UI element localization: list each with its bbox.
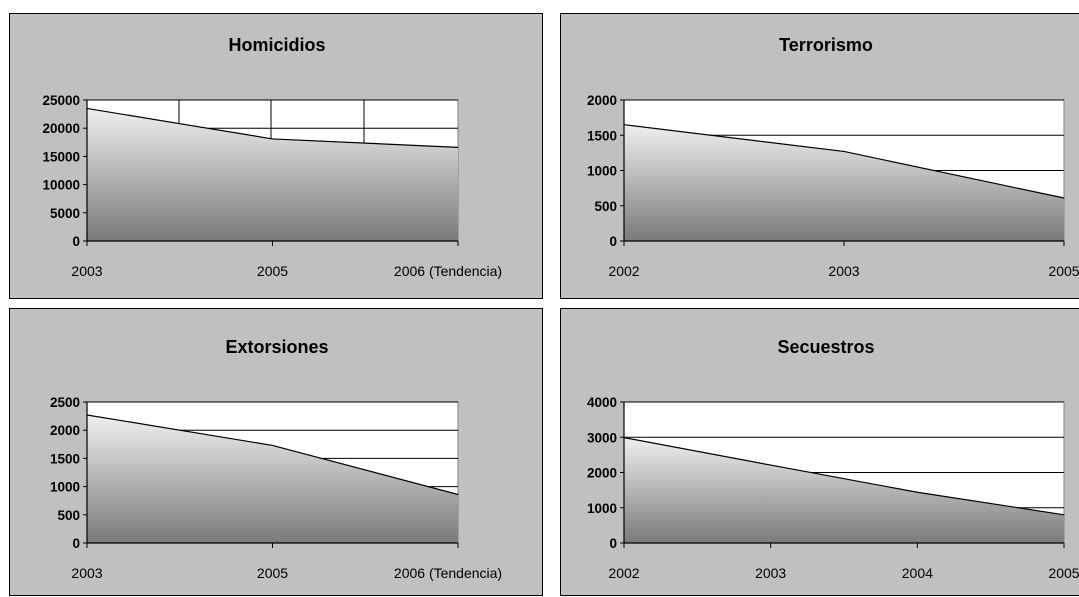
data-point [1063, 197, 1065, 199]
data-point [457, 146, 459, 148]
area-fill [87, 414, 458, 543]
data-point [272, 444, 273, 446]
x-tick-label: 2006 (Tendencia) [394, 565, 502, 581]
y-tick-label: 2000 [587, 466, 617, 481]
chart-title: Secuestros [777, 337, 874, 357]
data-point [457, 493, 459, 495]
chart-title: Terrorismo [779, 35, 873, 55]
chart-title: Homicidios [228, 35, 325, 55]
area-line [623, 437, 1065, 516]
y-tick-label: 500 [57, 508, 80, 523]
clipped-heading-fragment [300, 0, 380, 5]
y-tick-label: 0 [609, 234, 617, 249]
y-tick-label: 2500 [50, 395, 80, 410]
data-point [1063, 514, 1065, 516]
y-tick-label: 10000 [42, 178, 80, 193]
x-tick-label: 2002 [608, 263, 639, 279]
y-tick-label: 2000 [50, 423, 80, 438]
y-tick-label: 1000 [587, 501, 617, 516]
x-tick-label: 2005 [257, 263, 288, 279]
x-tick-label: 2002 [608, 565, 639, 581]
x-tick-label: 2003 [755, 565, 786, 581]
y-tick-label: 25000 [42, 93, 80, 108]
y-tick-label: 1000 [587, 164, 617, 179]
chart-title: Extorsiones [225, 337, 328, 357]
x-tick-label: 2005 [1048, 565, 1079, 581]
y-tick-label: 3000 [587, 430, 617, 445]
x-tick-label: 2005 [1048, 263, 1079, 279]
y-tick-label: 1500 [587, 128, 617, 143]
x-tick-label: 2005 [257, 565, 288, 581]
x-tick-label: 2004 [902, 565, 933, 581]
chart-extorsiones: Extorsiones 0 500 1000 1500 2000 2500 2003 2005 2… [9, 308, 543, 596]
y-tick-label: 0 [72, 536, 80, 551]
chart-homicidios: Homicidios 0 5000 10000 15000 20000 25000 2003 2… [9, 13, 543, 299]
data-point [916, 491, 918, 493]
x-tick-label: 2003 [71, 565, 102, 581]
y-tick-label: 5000 [50, 206, 80, 221]
area-fill [624, 437, 1064, 543]
y-tick-label: 1500 [50, 451, 80, 466]
area-fill [624, 124, 1064, 241]
chart-svg: Homicidios 0 5000 10000 15000 20000 25000 2003 2… [42, 35, 502, 279]
area-fill [87, 108, 458, 242]
y-tick-label: 1000 [50, 480, 80, 495]
x-tick-label: 2006 (Tendencia) [394, 263, 502, 279]
y-tick-label: 4000 [587, 395, 617, 410]
y-tick-label: 20000 [42, 121, 80, 136]
y-tick-label: 2000 [587, 93, 617, 108]
chart-secuestros: Secuestros 0 1000 2000 3000 4000 2002 2003 2004 2… [560, 308, 1079, 596]
data-point [770, 464, 772, 466]
x-tick-label: 2003 [828, 263, 859, 279]
y-tick-label: 0 [609, 536, 617, 551]
chart-svg: Secuestros 0 1000 2000 3000 4000 2002 2003 2004 2… [587, 337, 1079, 581]
chart-terrorismo: Terrorismo 0 500 1000 1500 2000 2002 2003 2005 [560, 13, 1079, 299]
data-point [843, 150, 845, 152]
y-tick-label: 0 [72, 234, 80, 249]
x-tick-label: 2003 [71, 263, 102, 279]
chart-svg: Extorsiones 0 500 1000 1500 2000 2500 2003 2005 2… [50, 337, 502, 581]
y-tick-label: 15000 [42, 149, 80, 164]
chart-svg: Terrorismo 0 500 1000 1500 2000 2002 2003 2005 [587, 35, 1079, 279]
y-tick-label: 500 [594, 199, 617, 214]
data-point [272, 138, 273, 140]
